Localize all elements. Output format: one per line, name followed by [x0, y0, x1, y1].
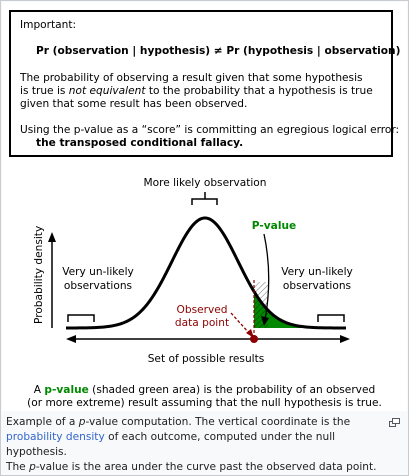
probability-density-link[interactable]: probability density	[6, 431, 105, 443]
figure-caption-1c: (shaded green area) is the probability o…	[88, 384, 376, 396]
box-text-line-4: Using the p-value as a “score” is commit…	[20, 124, 400, 136]
figure-caption-line-1: A p-value (shaded green area) is the pro…	[2, 384, 407, 397]
unlikely-right-line-1: Very un-likely	[281, 266, 353, 278]
more-likely-label: More likely observation	[143, 177, 266, 189]
formula: Pr (observation | hypothesis) ≠ Pr (hypo…	[36, 45, 401, 57]
important-box: Important: Pr (observation | hypothesis)…	[9, 10, 400, 157]
p-value-hatch	[254, 282, 268, 328]
x-axis-right-arrow	[340, 335, 350, 343]
x-axis-label: Set of possible results	[148, 353, 265, 365]
wiki-caption-3b: p	[29, 461, 36, 473]
wiki-caption-2b: of each outcome, computed under the null…	[6, 431, 336, 458]
y-axis-arrow	[48, 232, 56, 242]
observed-pointer	[230, 312, 251, 335]
wiki-caption-1b: p	[78, 416, 86, 428]
box-text-line-1: The probability of observing a result gi…	[20, 72, 363, 84]
unlikely-right-line-2: observations	[283, 280, 351, 292]
p-value-pointer-head	[261, 316, 269, 326]
figure-caption-1a: A	[33, 384, 45, 396]
wiki-caption-line-1: Example of a p-value computation. The ve…	[6, 415, 384, 430]
box-text-line-2a: is true is	[20, 85, 69, 97]
unlikely-left-line-1: Very un-likely	[62, 266, 134, 278]
left-bracket	[67, 314, 95, 322]
figure-caption-line-2: (or more extreme) result assuming that t…	[27, 397, 382, 409]
wiki-caption-3c: -value is the area under the curve past …	[35, 461, 377, 473]
y-axis-label: Probability density	[33, 226, 45, 324]
fallacy-name: the transposed conditional fallacy.	[36, 137, 244, 149]
figure-image: Important: Pr (observation | hypothesis)…	[2, 2, 407, 411]
p-value-diagram: More likely observation P-value Very un-…	[33, 177, 353, 365]
observed-label-line-2: data point	[175, 317, 229, 329]
box-text-line-2: is true is not equivalent to the probabi…	[20, 85, 373, 98]
box-text-not-equivalent: not equivalent	[68, 85, 146, 97]
wiki-caption-line-2: probability density of each outcome, com…	[6, 430, 384, 460]
observed-label-line-1: Observed	[177, 304, 228, 316]
x-axis-left-arrow	[66, 335, 76, 343]
right-bracket	[317, 314, 345, 322]
wiki-caption-1c: -value computation. The vertical coordin…	[85, 416, 351, 428]
wiki-caption: Example of a p-value computation. The ve…	[6, 415, 384, 475]
p-value-pointer	[263, 233, 270, 321]
wiki-caption-3a: The	[6, 461, 30, 473]
box-text-line-3: given that some result has been observed…	[20, 98, 248, 110]
p-value-label: P-value	[252, 220, 296, 232]
important-label: Important:	[20, 19, 77, 31]
wiki-caption-1a: Example of a	[6, 416, 79, 428]
box-text-line-2c: to the probability that a hypothesis is …	[145, 85, 373, 97]
unlikely-left-line-2: observations	[64, 280, 132, 292]
figure-caption-p-value: p-value	[44, 384, 89, 396]
top-bracket	[191, 198, 218, 205]
observed-data-point	[250, 335, 258, 343]
enlarge-icon[interactable]	[389, 418, 400, 427]
wiki-caption-line-3: The p-value is the area under the curve …	[6, 460, 384, 475]
probability-density-curve	[66, 216, 346, 330]
